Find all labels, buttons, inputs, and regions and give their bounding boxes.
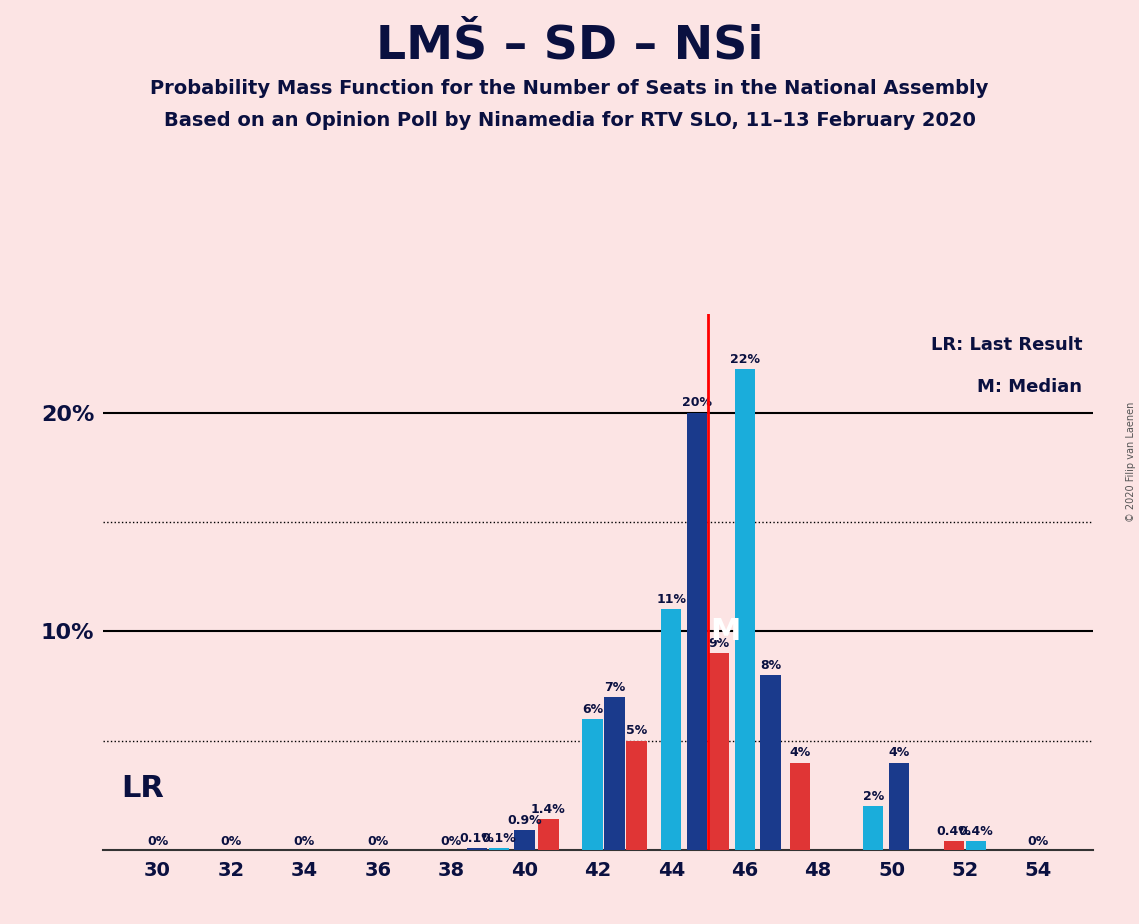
Text: 0%: 0% <box>147 835 169 848</box>
Text: Probability Mass Function for the Number of Seats in the National Assembly: Probability Mass Function for the Number… <box>150 79 989 98</box>
Bar <box>662 610 681 850</box>
Bar <box>708 653 729 850</box>
Text: 6%: 6% <box>582 702 603 715</box>
Text: LMŠ – SD – NSi: LMŠ – SD – NSi <box>376 23 763 68</box>
Text: 0.4%: 0.4% <box>936 825 972 838</box>
Text: 4%: 4% <box>789 747 811 760</box>
Text: 8%: 8% <box>760 659 781 672</box>
Text: 0%: 0% <box>367 835 388 848</box>
Bar <box>626 741 647 850</box>
Bar <box>467 848 487 850</box>
Bar <box>687 413 707 850</box>
Text: LR: Last Result: LR: Last Result <box>931 336 1082 354</box>
Text: 0.9%: 0.9% <box>507 814 542 827</box>
Text: 7%: 7% <box>604 681 625 694</box>
Text: 0%: 0% <box>1027 835 1049 848</box>
Text: 0%: 0% <box>294 835 316 848</box>
Bar <box>515 831 534 850</box>
Bar <box>966 842 986 850</box>
Text: Based on an Opinion Poll by Ninamedia for RTV SLO, 11–13 February 2020: Based on an Opinion Poll by Ninamedia fo… <box>164 111 975 130</box>
Text: M: Median: M: Median <box>977 378 1082 395</box>
Bar <box>489 848 509 850</box>
Text: 5%: 5% <box>626 724 647 737</box>
Text: 0%: 0% <box>220 835 241 848</box>
Text: M: M <box>710 617 740 646</box>
Text: 0.4%: 0.4% <box>959 825 993 838</box>
Text: 0%: 0% <box>441 835 461 848</box>
Bar <box>761 675 780 850</box>
Text: 11%: 11% <box>656 593 687 606</box>
Text: 20%: 20% <box>682 396 712 409</box>
Bar <box>789 762 810 850</box>
Text: LR: LR <box>121 774 164 803</box>
Text: 2%: 2% <box>862 790 884 803</box>
Text: 22%: 22% <box>730 353 760 366</box>
Bar <box>944 842 964 850</box>
Bar <box>863 807 884 850</box>
Text: 9%: 9% <box>708 637 730 650</box>
Bar <box>605 697 624 850</box>
Bar <box>735 369 755 850</box>
Text: 0.1%: 0.1% <box>459 832 494 845</box>
Text: 4%: 4% <box>888 747 910 760</box>
Bar <box>582 719 603 850</box>
Bar <box>888 762 909 850</box>
Text: 0.1%: 0.1% <box>482 832 516 845</box>
Text: 1.4%: 1.4% <box>531 803 566 816</box>
Bar <box>539 820 558 850</box>
Text: © 2020 Filip van Laenen: © 2020 Filip van Laenen <box>1126 402 1136 522</box>
